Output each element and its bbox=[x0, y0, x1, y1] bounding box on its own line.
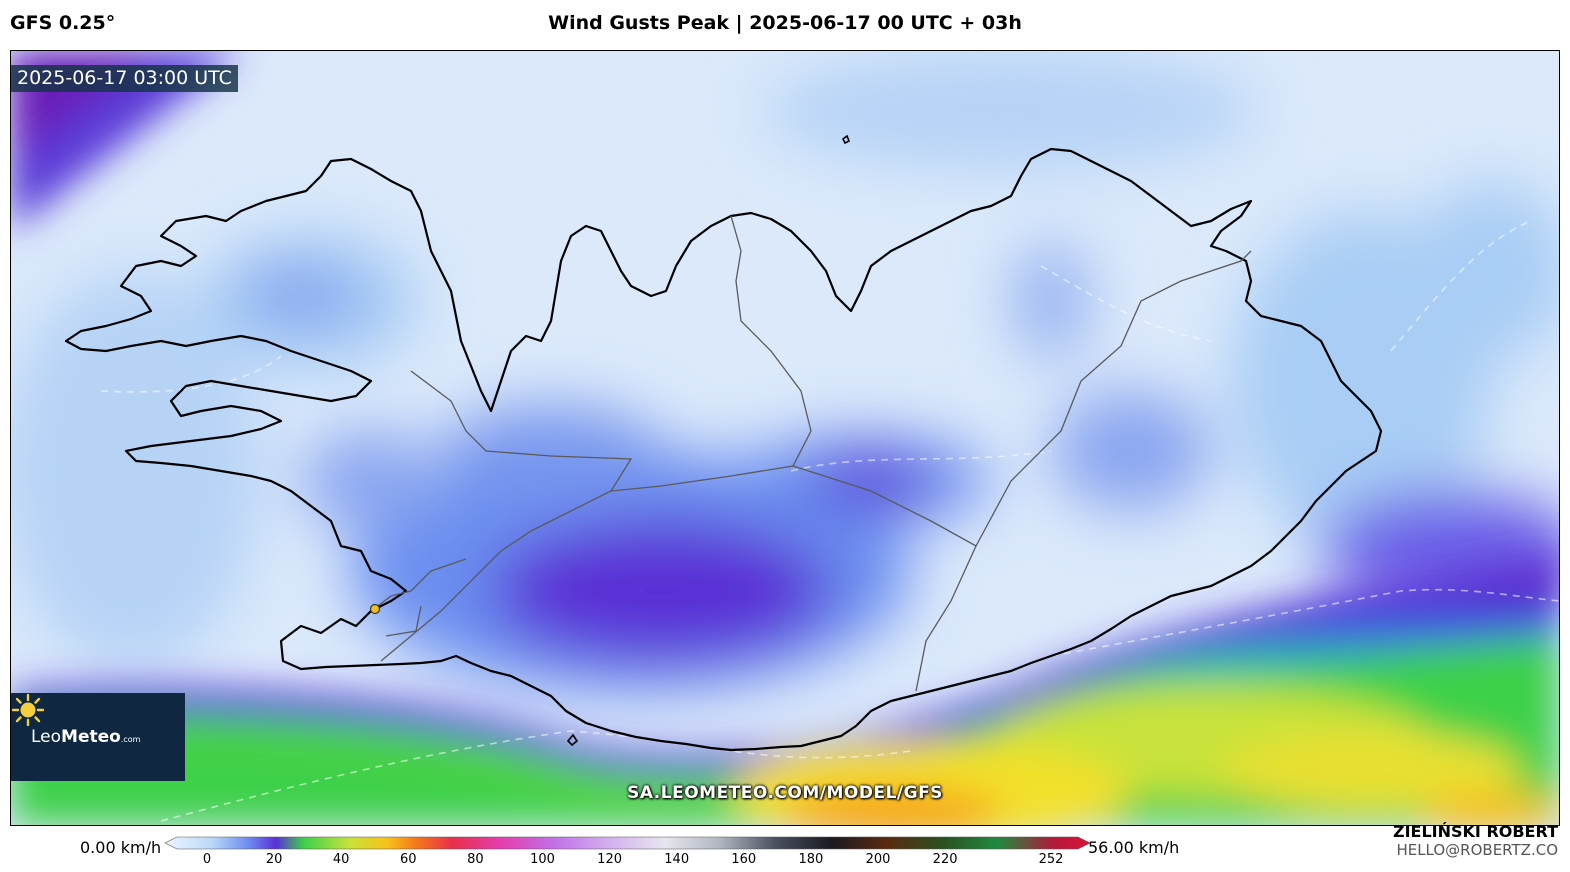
colorbar-tick-label: 60 bbox=[400, 852, 417, 867]
colorbar-tick-label: 160 bbox=[731, 852, 757, 867]
colorbar-tick-label: 40 bbox=[332, 852, 350, 867]
model-name: GFS 0.25° bbox=[10, 12, 116, 34]
colorbar-tick-label: 180 bbox=[798, 852, 824, 867]
sun-icon bbox=[11, 693, 45, 727]
isolines bbox=[100, 220, 1559, 822]
colorbar bbox=[165, 836, 1090, 850]
colorbar-tick-label: 220 bbox=[932, 852, 958, 867]
weather-map: 2025-06-17 03:00 UTC LeoMeteo.com SA.LEO… bbox=[10, 50, 1560, 826]
island-outline bbox=[566, 733, 579, 747]
brand-text-light: Leo bbox=[31, 727, 62, 747]
southern-gust-band bbox=[11, 551, 1559, 825]
chart-title: Wind Gusts Peak | 2025-06-17 00 UTC + 03… bbox=[548, 12, 1022, 34]
colorbar-max-label: 56.00 km/h bbox=[1088, 838, 1180, 857]
island-outline bbox=[841, 134, 851, 145]
colorbar-tick-label: 100 bbox=[530, 852, 555, 867]
colorbar-tick-label: 0 bbox=[202, 852, 212, 867]
colorbar-tick-label: 252 bbox=[1038, 852, 1064, 867]
colorbar-tick-label: 80 bbox=[467, 852, 484, 867]
valid-time-label: 2025-06-17 03:00 UTC bbox=[11, 65, 238, 92]
city-marker bbox=[369, 603, 381, 615]
author-credit: ZIELIŃSKI ROBERT HELLO@ROBERTZ.CO bbox=[1393, 822, 1558, 859]
colorbar-min-label: 0.00 km/h bbox=[80, 838, 162, 857]
region-borders bbox=[370, 215, 1252, 692]
brand-text-bold: Meteo bbox=[61, 727, 121, 747]
map-canvas bbox=[11, 51, 1559, 825]
brand-suffix: .com bbox=[120, 735, 141, 744]
colorbar-tick-label: 200 bbox=[865, 852, 891, 867]
colorbar-tick-label: 20 bbox=[265, 852, 283, 867]
iceland-coastline bbox=[64, 147, 1383, 752]
brand-logo[interactable]: LeoMeteo.com bbox=[11, 693, 185, 781]
author-email: HELLO@ROBERTZ.CO bbox=[1396, 841, 1558, 859]
source-url: SA.LEOMETEO.COM/MODEL/GFS bbox=[627, 783, 943, 803]
colorbar-tick-label: 140 bbox=[664, 852, 690, 867]
author-name: ZIELIŃSKI ROBERT bbox=[1392, 822, 1558, 841]
colorbar-tick-label: 120 bbox=[597, 852, 623, 867]
brand-wordmark: LeoMeteo.com bbox=[31, 727, 140, 747]
colorbar-ticks: 0 20 40 60 80 100 120 140 160 180 200 220 252 bbox=[0, 852, 1570, 872]
wind-field bbox=[11, 51, 1559, 691]
